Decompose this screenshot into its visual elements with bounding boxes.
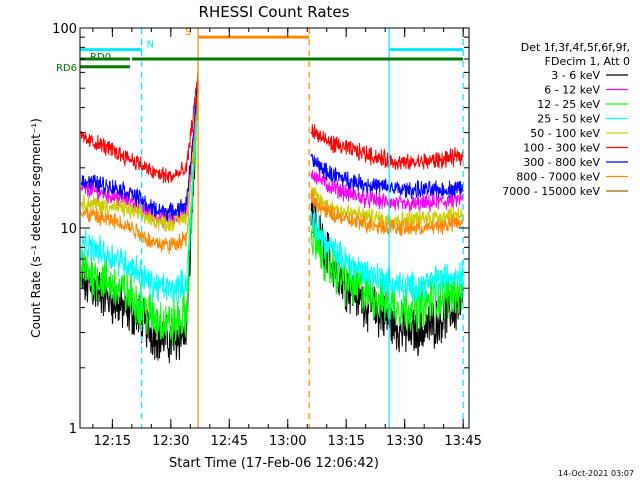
legend-label-5: 100 - 300 keV xyxy=(523,142,600,155)
series-line-5-segment-0 xyxy=(80,71,199,184)
legend-label-2: 12 - 25 keV xyxy=(537,98,600,111)
legend-label-0: 3 - 6 keV xyxy=(551,69,600,82)
legend-label-1: 6 - 12 keV xyxy=(544,84,600,97)
series-layer xyxy=(80,63,464,364)
x-tick-label-0: 12:15 xyxy=(94,434,131,449)
y-tick-label-2: 100 xyxy=(52,22,77,37)
generated-timestamp: 14-Oct-2021 03:07 xyxy=(558,469,634,478)
state-bar-label-3: S xyxy=(185,27,191,38)
legend-header-line-1: Det 1f,3f,4f,5f,6f,9f, xyxy=(521,41,630,54)
state-bar-label-5: RD6 xyxy=(56,63,77,74)
series-line-2-segment-0 xyxy=(80,80,199,346)
chart-title: RHESSI Count Rates xyxy=(199,3,350,21)
y-tick-label-1: 10 xyxy=(60,222,77,237)
series-line-3-segment-1 xyxy=(310,208,464,304)
x-tick-label-1: 12:30 xyxy=(152,434,189,449)
legend-label-6: 300 - 800 keV xyxy=(523,156,600,169)
x-tick-label-6: 13:45 xyxy=(444,434,481,449)
state-bar-label-4: RD0 xyxy=(90,52,111,63)
legend-label-4: 50 - 100 keV xyxy=(530,127,600,140)
legend-label-8: 7000 - 15000 keV xyxy=(502,185,600,198)
ticks-layer: 12:15 12:30 12:45 13:00 13:15 13:30 13:45 1 10 10… xyxy=(52,22,482,449)
y-axis-label: Count Rate (s⁻¹ detector segment⁻¹) xyxy=(29,118,43,338)
series-line-2-segment-1 xyxy=(310,221,464,332)
x-axis-label: Start Time (17-Feb-06 12:06:42) xyxy=(169,456,379,471)
legend-label-3: 25 - 50 keV xyxy=(537,113,600,126)
x-tick-label-2: 12:45 xyxy=(211,434,248,449)
legend-label-7: 800 - 7000 keV xyxy=(516,171,600,184)
series-line-1-segment-1 xyxy=(310,169,464,213)
series-line-6-segment-1 xyxy=(310,153,464,200)
series-line-5-segment-1 xyxy=(310,124,464,170)
series-line-3-segment-0 xyxy=(80,93,199,305)
series-line-7-segment-0 xyxy=(80,91,199,255)
series-line-6-segment-0 xyxy=(80,82,199,222)
x-tick-label-3: 13:00 xyxy=(269,434,306,449)
x-tick-label-5: 13:30 xyxy=(386,434,423,449)
series-line-7-segment-1 xyxy=(310,190,464,237)
overlay-layer: N S RD0 RD6 xyxy=(56,27,464,428)
legend-header-line-2: FDecim 1, Att 0 xyxy=(545,55,630,68)
x-tick-label-4: 13:15 xyxy=(327,434,364,449)
legend: Det 1f,3f,4f,5f,6f,9f, FDecim 1, Att 0 3… xyxy=(502,41,630,198)
state-bar-label-1: N xyxy=(147,40,154,51)
y-tick-label-0: 1 xyxy=(69,422,77,437)
